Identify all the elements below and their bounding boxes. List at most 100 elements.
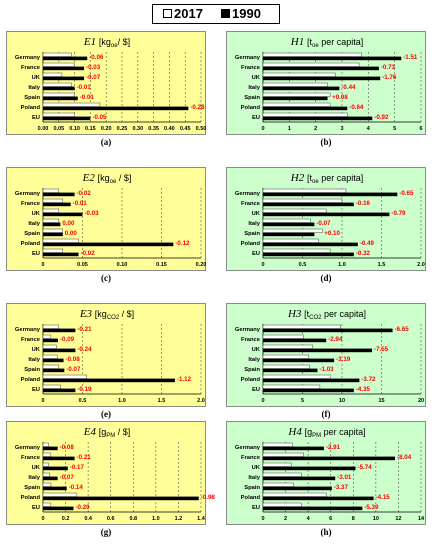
chart-title-unit: [kg <box>98 173 110 183</box>
data-label: -0.02 <box>77 190 92 197</box>
bar-1990 <box>43 328 76 333</box>
chart-panel-h2: H2 [toe per capita] 0 0.5 1.0 1.5 2.0 Germany -… <box>226 167 426 271</box>
category-label: Spain <box>244 367 260 373</box>
category-label: UK <box>252 75 261 81</box>
category-label: UK <box>32 465 41 471</box>
chart-title: E4 [gPM / $] <box>83 426 131 439</box>
category-label: France <box>21 337 41 343</box>
chart-title-subscript: PM <box>106 433 115 439</box>
chart-panel-e1: E1 [kgoe/ $] 0.00 0.05 0.10 0.15 0.20 0.25 0.30… <box>6 31 206 135</box>
bar-1990 <box>43 496 199 501</box>
bar-1990 <box>43 446 58 451</box>
bar-2017 <box>42 462 49 467</box>
chart-title-subscript: oe <box>110 179 117 185</box>
bar-2017 <box>262 324 341 329</box>
category-label: Germany <box>235 55 261 61</box>
bar-1990 <box>43 192 75 197</box>
data-label: 0.00 <box>62 220 75 227</box>
bar-1990 <box>263 252 354 257</box>
category-label: Poland <box>21 241 41 247</box>
bar-2017 <box>42 208 60 213</box>
category-label: Italy <box>248 221 260 227</box>
bar-2017 <box>262 92 331 97</box>
chart-title-subscript: CO2 <box>107 315 120 321</box>
x-tick-label: 12 <box>395 516 401 522</box>
bar-2017 <box>262 238 319 243</box>
chart-title-subscript: PM <box>312 433 321 439</box>
chart-title-subscript: oe <box>312 43 319 49</box>
data-label: -0.98 <box>201 494 216 501</box>
bar-1990 <box>263 486 332 491</box>
data-label: -0.32 <box>356 250 371 257</box>
bar-2017 <box>262 248 331 253</box>
bar-2017 <box>262 442 293 447</box>
chart-title-unit: [g <box>99 427 107 437</box>
x-tick-label: 0.8 <box>129 516 137 522</box>
x-tick-label: 0.40 <box>164 126 175 132</box>
data-label: -0.02 <box>81 250 96 257</box>
bar-2017 <box>262 82 328 87</box>
category-label: Spain <box>24 367 40 373</box>
category-label: EU <box>252 505 260 511</box>
x-tick-label: 15 <box>378 398 384 404</box>
category-label: Italy <box>28 357 40 363</box>
chart-title: H2 [toe per capita] <box>290 172 363 185</box>
x-tick-label: 0.50 <box>196 126 207 132</box>
chart-panel-e3: E3 [kgCO2 / $] 0 0.5 1.0 1.5 2.0 Germany -0.21 F… <box>6 303 206 407</box>
category-label: EU <box>32 251 40 257</box>
bar-1990 <box>263 222 315 227</box>
bar-2017 <box>262 52 362 57</box>
chart-title: H4 [gPM per capita] <box>287 426 365 439</box>
bar-2017 <box>42 344 57 349</box>
data-label: -0.01 <box>80 94 95 101</box>
category-label: UK <box>252 465 261 471</box>
data-label: -7.55 <box>374 346 389 353</box>
data-label: -0.12 <box>175 240 190 247</box>
bar-2017 <box>42 62 75 67</box>
category-label: UK <box>252 347 261 353</box>
bar-1990 <box>43 202 71 207</box>
chart-title-tail: / $] <box>116 173 131 183</box>
chart-title: H1 [toe per capita] <box>290 36 363 49</box>
bar-2017 <box>42 502 52 507</box>
bar-2017 <box>262 188 347 193</box>
category-label: Spain <box>24 231 40 237</box>
bar-1990 <box>43 76 85 81</box>
chart-title: H3 [tCO2 per capita] <box>287 308 366 321</box>
chart-svg-h2: H2 [toe per capita] 0 0.5 1.0 1.5 2.0 Germany -… <box>235 172 425 268</box>
x-tick-label: 1.0 <box>152 516 160 522</box>
x-tick-label: 0.05 <box>53 126 64 132</box>
category-label: France <box>21 201 41 207</box>
data-label: -0.09 <box>60 336 75 343</box>
data-label: 0.00 <box>65 230 78 237</box>
bar-2017 <box>262 62 360 67</box>
category-label: Germany <box>15 445 41 451</box>
bar-2017 <box>42 452 52 457</box>
x-tick-label: 10 <box>373 516 379 522</box>
bar-1990 <box>43 242 174 247</box>
category-label: Italy <box>28 221 40 227</box>
data-label: -0.79 <box>391 210 406 217</box>
x-tick-label: 4 <box>307 516 311 522</box>
data-label: -2.91 <box>326 444 341 451</box>
chart-title-unit: [t <box>304 309 310 319</box>
category-label: EU <box>252 387 260 393</box>
chart-title-main: E4 <box>83 426 99 438</box>
bar-1990 <box>263 456 396 461</box>
chart-title-tail: / $] <box>115 427 130 437</box>
chart-caption: (b) <box>320 137 332 147</box>
chart-svg-e2: E2 [kgoe / $] 0 0.05 0.10 0.15 0.20 Germany -0.… <box>15 172 207 268</box>
data-label: -1.76 <box>382 74 397 81</box>
bar-1990 <box>263 116 373 121</box>
bar-1990 <box>263 96 328 101</box>
bar-2017 <box>262 462 292 467</box>
bar-2017 <box>262 72 336 77</box>
x-tick-label: 0.35 <box>148 126 159 132</box>
data-label: -0.16 <box>356 200 371 207</box>
bar-2017 <box>262 112 348 117</box>
category-label: EU <box>32 387 40 393</box>
bar-1990 <box>43 476 58 481</box>
data-label: -1.03 <box>320 366 335 373</box>
data-label: -0.24 <box>77 346 92 353</box>
data-label: -3.37 <box>334 484 349 491</box>
